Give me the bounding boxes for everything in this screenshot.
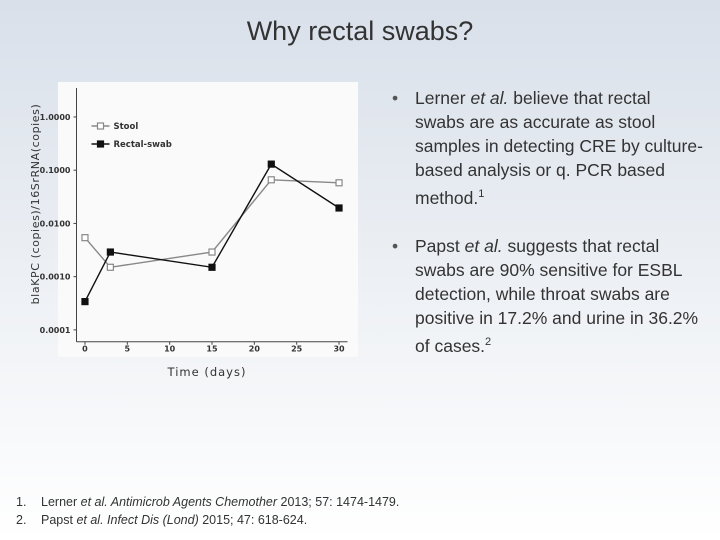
x-tick-label: 20 bbox=[249, 345, 261, 354]
ref-author: Papst bbox=[41, 513, 73, 527]
x-tick-label: 25 bbox=[291, 345, 303, 354]
data-point bbox=[335, 204, 343, 212]
ref-number: 2. bbox=[16, 513, 27, 527]
bullet-italic: et al. bbox=[470, 88, 509, 108]
bullet-text: Lerner bbox=[415, 88, 466, 108]
ref-italic: et al. Infect Dis (Lond) bbox=[76, 513, 199, 527]
chart-background bbox=[58, 82, 358, 357]
bullet-text: suggests that rectal swabs are 90% sensi… bbox=[415, 235, 699, 356]
data-point bbox=[267, 176, 275, 184]
data-point bbox=[81, 234, 89, 242]
data-point bbox=[335, 179, 343, 187]
x-tick-label: 10 bbox=[164, 345, 176, 354]
legend-marker bbox=[96, 122, 105, 130]
x-tick-label: 15 bbox=[206, 345, 218, 354]
x-axis-title: Time (days) bbox=[167, 365, 247, 379]
data-point bbox=[106, 263, 114, 271]
y-axis-title: blaKPC (copies)/16SrRNA(copies) bbox=[29, 104, 42, 305]
references: 1. Lerner et al. Antimicrob Agents Chemot… bbox=[16, 493, 399, 529]
ref-rest: 2015; 47: 618-624. bbox=[202, 513, 308, 527]
reference: 1. Lerner et al. Antimicrob Agents Chemot… bbox=[16, 493, 399, 511]
citation: 1 bbox=[478, 188, 485, 200]
legend-marker bbox=[96, 140, 105, 148]
y-tick-label: 0.0100 bbox=[40, 219, 71, 228]
ref-rest: 2013; 57: 1474-1479. bbox=[280, 495, 400, 509]
data-point bbox=[208, 248, 216, 256]
chart: 0.0001 0.0010 0.0100 0.1000 1.0000 0 5 10 15 20 25… bbox=[29, 82, 358, 379]
data-point bbox=[208, 263, 216, 271]
data-point bbox=[106, 248, 114, 256]
y-tick-label: 0.0010 bbox=[40, 273, 71, 282]
legend-label: Rectal-swab bbox=[114, 140, 172, 150]
data-point bbox=[267, 160, 275, 168]
slide-title: Why rectal swabs? bbox=[246, 16, 474, 46]
ref-author: Lerner bbox=[41, 495, 78, 509]
data-point bbox=[81, 297, 89, 306]
x-tick-label: 5 bbox=[125, 345, 131, 354]
citation: 2 bbox=[485, 335, 492, 348]
bullet: Lerner et al. believe that rectal swabs … bbox=[392, 86, 704, 210]
ref-number: 1. bbox=[16, 495, 27, 509]
ref-italic: et al. Antimicrob Agents Chemother bbox=[80, 495, 278, 509]
bullet-text: Papst bbox=[415, 235, 460, 256]
y-tick-label: 0.0001 bbox=[40, 326, 71, 335]
bullet: Papst et al. suggests that rectal swabs … bbox=[392, 234, 704, 358]
x-tick-label: 0 bbox=[82, 345, 88, 354]
reference: 2. Papst et al. Infect Dis (Lond) 2015; 4… bbox=[16, 511, 399, 529]
y-tick-label: 0.1000 bbox=[40, 166, 71, 175]
bullet-text: believe that rectal swabs are as accurat… bbox=[415, 88, 703, 208]
bullet-list: Lerner et al. believe that rectal swabs … bbox=[392, 86, 704, 382]
x-tick-label: 30 bbox=[333, 345, 345, 354]
legend-label: Stool bbox=[114, 122, 139, 132]
bullet-italic: et al. bbox=[464, 235, 503, 256]
y-tick-label: 1.0000 bbox=[40, 113, 71, 122]
